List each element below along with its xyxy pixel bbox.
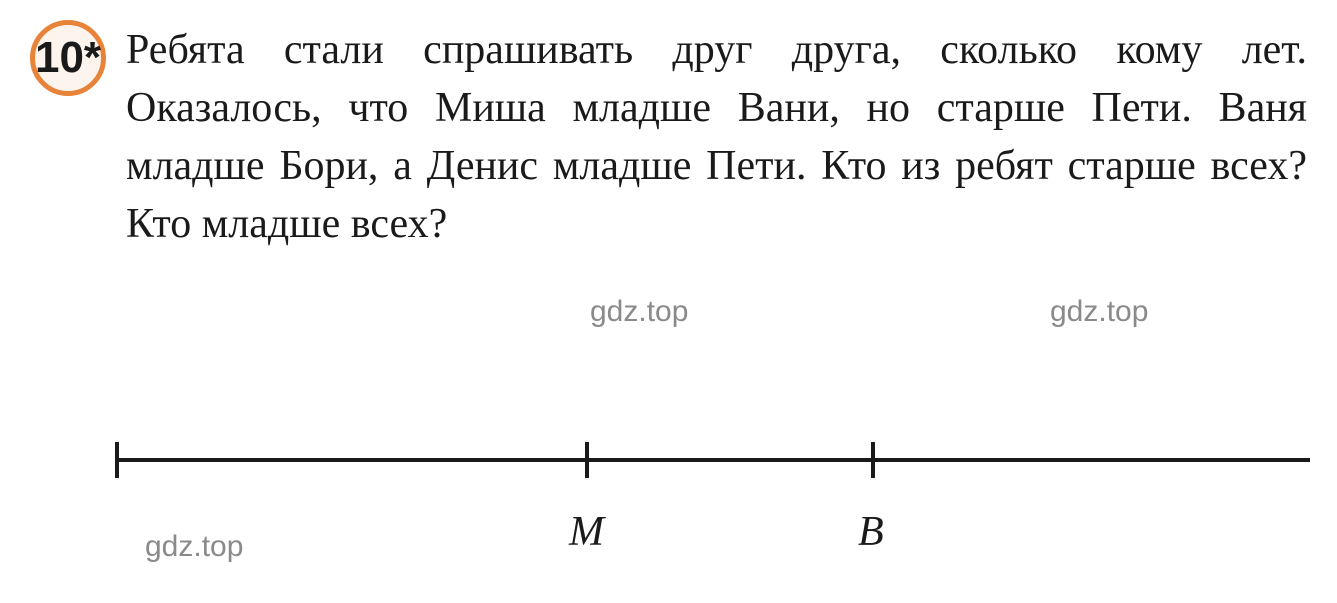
watermark-text: gdz.top (590, 295, 688, 329)
label-m: M (569, 508, 604, 556)
problem-text: Ребята стали спрашивать друг друга, скол… (126, 18, 1317, 254)
label-b: B (858, 508, 884, 556)
number-line (115, 430, 1315, 490)
watermark-text: gdz.top (145, 530, 243, 564)
number-line-diagram: M B (115, 430, 1315, 490)
tick-b (871, 442, 875, 478)
watermark-text: gdz.top (1050, 295, 1148, 329)
tick-start (115, 442, 119, 478)
problem-number-badge: 10* (30, 20, 106, 96)
number-line-axis (115, 458, 1310, 462)
tick-m (585, 442, 589, 478)
problem-container: 10* Ребята стали спрашивать друг друга, … (30, 18, 1317, 254)
